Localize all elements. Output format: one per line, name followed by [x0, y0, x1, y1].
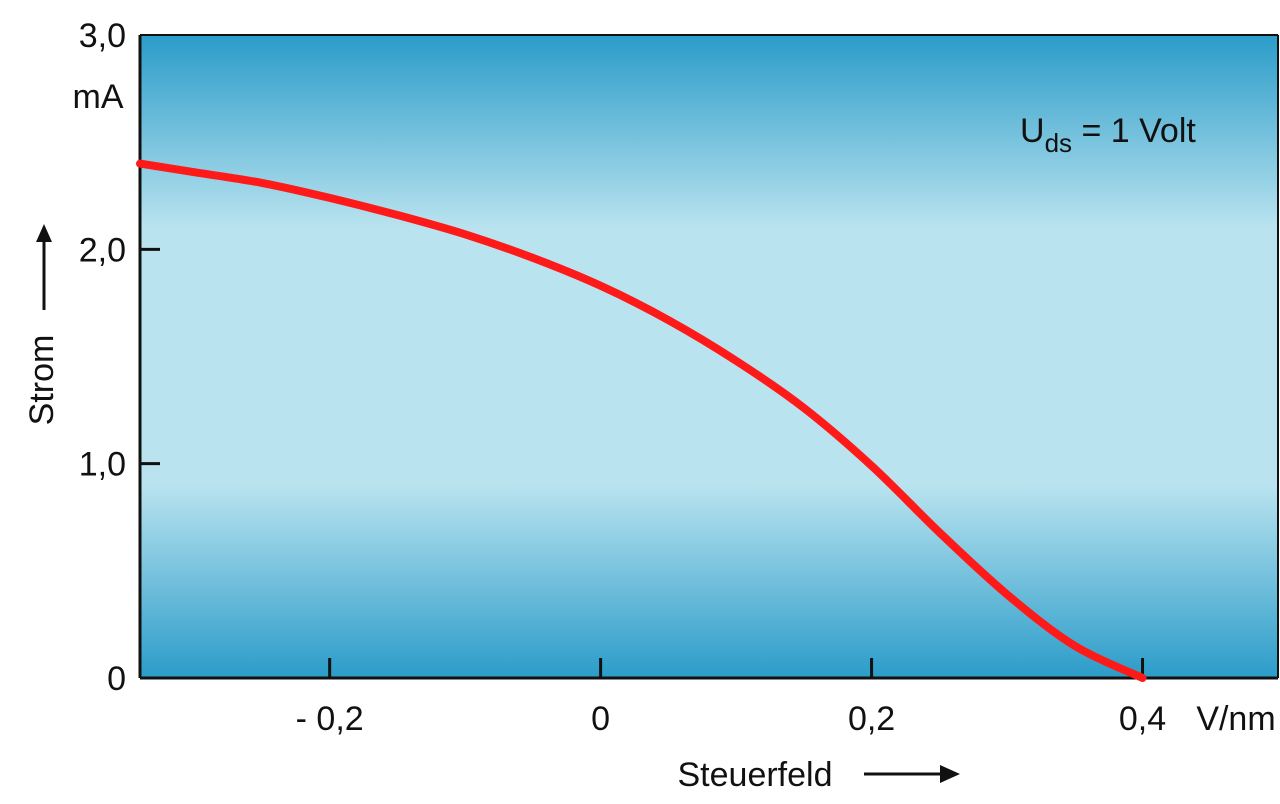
- x-tick-label: 0,4: [1119, 700, 1166, 738]
- y-unit-label: mA: [73, 78, 124, 116]
- uds-annotation-subscript: ds: [1045, 128, 1072, 158]
- y-tick-label: 3,0: [79, 17, 126, 55]
- x-tick-label: - 0,2: [296, 700, 364, 738]
- y-axis-title-group: Strom: [23, 224, 61, 425]
- y-axis-ticks: 0 1,0 2,0 3,0: [79, 17, 160, 698]
- y-tick-label: 2,0: [79, 231, 126, 269]
- uds-annotation-suffix: = 1 Volt: [1072, 112, 1196, 150]
- y-axis-arrow-icon: [36, 224, 52, 242]
- x-tick-label: 0,2: [848, 700, 895, 738]
- y-axis-title: Strom: [23, 335, 61, 426]
- uds-annotation-prefix: U: [1020, 112, 1045, 150]
- plot-area-background: [140, 35, 1278, 678]
- x-axis-ticks: - 0,2 0 0,2 0,4: [296, 658, 1166, 738]
- y-tick-label: 0: [107, 660, 126, 698]
- x-unit-label: V/nm: [1196, 700, 1275, 738]
- x-axis-arrow-icon: [940, 765, 960, 783]
- uds-annotation: Uds = 1 Volt: [1020, 112, 1196, 158]
- current-curve-line: [136, 159, 1147, 682]
- x-tick-label: 0: [591, 700, 610, 738]
- x-axis-title: Steuerfeld: [678, 756, 833, 794]
- y-tick-label: 1,0: [79, 446, 126, 484]
